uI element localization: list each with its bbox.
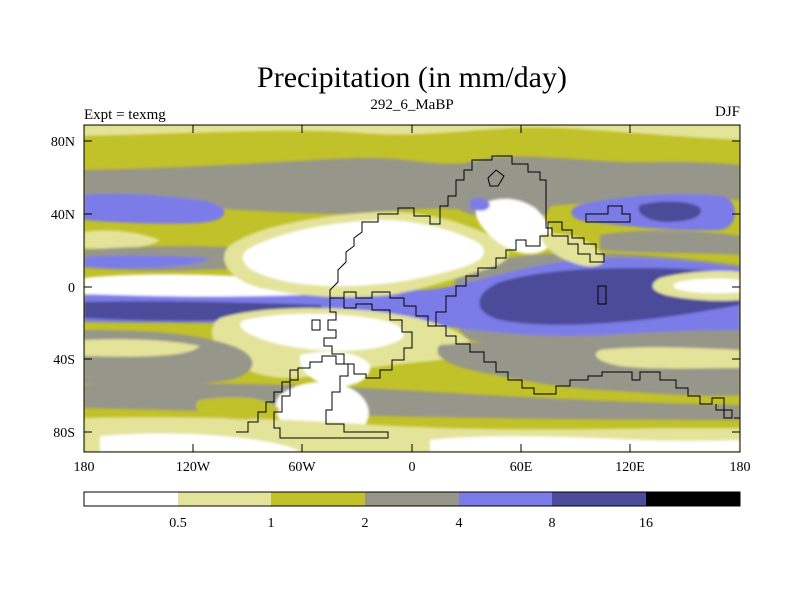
colorbar-bin (459, 492, 552, 506)
coastlines (236, 155, 740, 439)
map-panel (84, 125, 740, 452)
coastline-antarctic-west (236, 369, 298, 433)
zone-navy-n-pacific (638, 201, 701, 222)
colorbar-level-label: 2 (362, 516, 369, 531)
colorbar-labels: 0.5 1 2 4 8 16 (169, 516, 653, 531)
lon-tick-label: 60W (288, 460, 316, 475)
colorbar-level-label: 1 (268, 516, 275, 531)
colorbar-bin (84, 492, 178, 506)
zone-white-central-asia (475, 198, 553, 254)
lon-tick-labels: 180 120W 60W 0 60E 120E 180 (74, 460, 751, 475)
colorbar-bins (84, 492, 740, 506)
chart-title: Precipitation (in mm/day) (257, 61, 567, 94)
run-label: 292_6_MaBP (370, 97, 453, 113)
lat-tick-label: 0 (68, 281, 75, 296)
colorbar-level-label: 16 (639, 516, 653, 531)
zone-gray-n-pacific (600, 230, 740, 255)
zone-gray-n-midlat (84, 156, 740, 214)
coastline-island-west (311, 319, 321, 331)
lon-tick-label: 180 (74, 460, 95, 475)
colorbar-frame (83, 491, 741, 507)
lat-tick-label: 40S (53, 353, 75, 368)
colorbar: 0.5 1 2 4 8 16 (83, 491, 741, 531)
zone-blue-n-tropics (84, 255, 210, 268)
colorbar-bin (178, 492, 271, 506)
zone-pale-central-asia (540, 233, 605, 267)
colorbar-level-label: 8 (549, 516, 556, 531)
lon-tick-label: 120E (615, 460, 645, 475)
zone-white-e-pacific (673, 278, 740, 294)
zone-pale-s-indian (595, 347, 740, 369)
lat-tick-label: 80N (51, 135, 75, 150)
colorbar-bin (271, 492, 365, 506)
lat-tick-label: 40N (51, 208, 75, 223)
axis-ticks (83, 125, 741, 452)
coastline-europe-inlet (487, 169, 505, 187)
precip-field (84, 125, 740, 452)
lon-tick-label: 60E (510, 460, 533, 475)
lon-tick-label: 120W (176, 460, 211, 475)
colorbar-level-label: 4 (456, 516, 463, 531)
colorbar-bin (365, 492, 459, 506)
coastline-gondwana-south (273, 355, 389, 439)
zone-white-s-pole-east (430, 436, 740, 452)
lat-tick-label: 80S (53, 426, 75, 441)
colorbar-bin (646, 492, 740, 506)
zone-olive-s-high (195, 397, 280, 420)
coastline-pangaea-north (329, 155, 605, 327)
coastline-island-equator (597, 285, 607, 305)
colorbar-level-label: 0.5 (169, 516, 187, 531)
lon-tick-label: 180 (730, 460, 751, 475)
coastline-africa-india (436, 325, 733, 419)
lat-tick-labels: 80N 40N 0 40S 80S (51, 135, 75, 441)
zone-white-s-continent (240, 313, 404, 351)
zone-white-s-atlantic (299, 351, 371, 387)
zone-pale-s-atlantic (84, 339, 200, 357)
colorbar-bin (552, 492, 646, 506)
season-label: DJF (715, 104, 740, 120)
zone-blue-arctic-spot (470, 197, 490, 211)
zone-white-n-continent (242, 220, 484, 286)
coastline-gondwana (323, 297, 413, 379)
zone-blue-n-atlantic (84, 193, 225, 224)
experiment-label: Expt = texmg (84, 107, 166, 123)
zone-white-s-pole (100, 433, 300, 452)
coastline-asia-east (585, 205, 631, 223)
zone-pale-n-subtropics (84, 230, 160, 249)
lon-tick-label: 0 (409, 460, 416, 475)
